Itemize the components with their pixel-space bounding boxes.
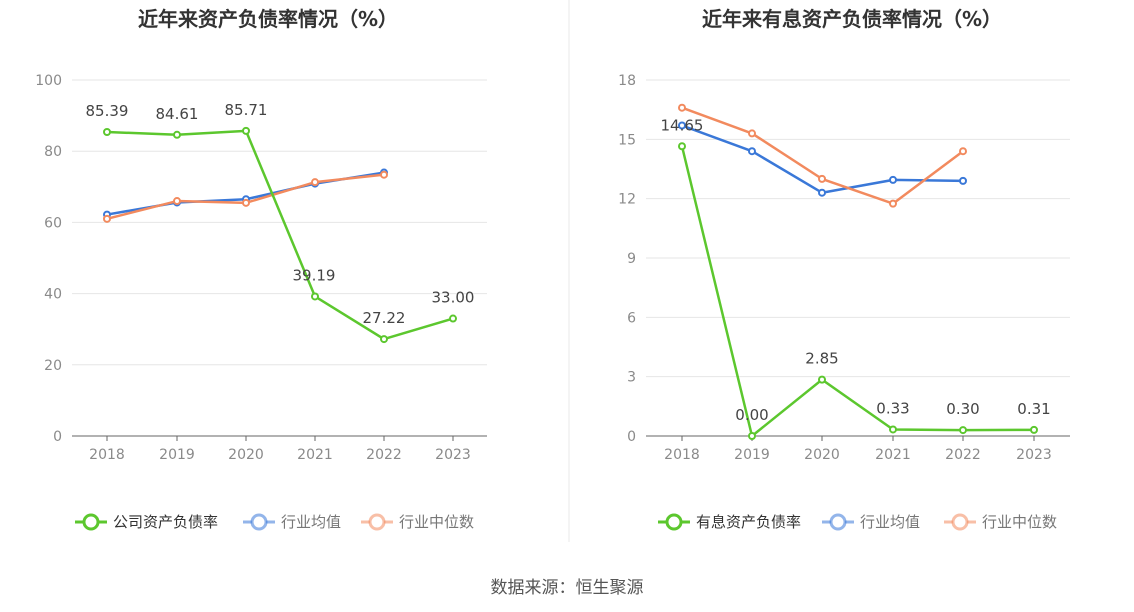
legend-swatch-marker — [368, 513, 386, 531]
y-tick-label: 6 — [627, 310, 636, 326]
x-tick-label: 2023 — [1016, 447, 1052, 463]
legend-swatch-marker — [82, 513, 100, 531]
data-point — [380, 170, 388, 179]
legend-item[interactable]: 行业中位数 — [944, 513, 1057, 531]
data-label: 84.61 — [156, 105, 199, 123]
data-label: 14.65 — [661, 116, 704, 134]
data-label: 2.85 — [805, 350, 838, 368]
data-point — [242, 126, 250, 135]
legend-swatch-marker — [250, 513, 268, 531]
legend-item[interactable]: 有息资产负债率 — [658, 513, 801, 531]
data-point — [678, 103, 686, 112]
data-point — [380, 335, 388, 344]
x-tick-label: 2020 — [228, 447, 264, 463]
legend-label: 行业中位数 — [399, 513, 474, 531]
chart-left: 近年来资产负债率情况（%） 0 20 40 60 80 100 2018 2019 2020 202… — [35, 7, 487, 531]
data-point — [173, 197, 181, 206]
data-label: 85.71 — [225, 101, 268, 119]
data-point — [818, 375, 826, 384]
data-point — [959, 426, 967, 435]
legend-swatch-marker — [665, 513, 683, 531]
x-tick-label: 2018 — [89, 447, 125, 463]
data-label: 0.31 — [1017, 400, 1050, 418]
data-label: 85.39 — [86, 102, 129, 120]
data-point — [818, 174, 826, 183]
x-tick-label: 2018 — [664, 447, 700, 463]
data-point — [889, 175, 897, 184]
data-point — [959, 147, 967, 156]
legend-label: 行业均值 — [281, 513, 341, 531]
legend-item[interactable]: 行业中位数 — [361, 513, 474, 531]
data-point — [889, 199, 897, 208]
x-tick-label: 2023 — [435, 447, 471, 463]
y-tick-label: 12 — [618, 192, 636, 208]
data-point — [173, 130, 181, 139]
data-point — [748, 432, 756, 440]
legend-swatch-marker — [951, 513, 969, 531]
y-tick-label: 100 — [35, 73, 62, 89]
y-tick-label: 3 — [627, 370, 636, 386]
data-point — [1030, 425, 1038, 434]
legend-label: 公司资产负债率 — [113, 513, 218, 531]
data-label: 39.19 — [293, 266, 336, 284]
x-tick-label: 2021 — [875, 447, 911, 463]
data-point — [103, 214, 111, 223]
data-point — [449, 314, 457, 323]
data-point — [818, 188, 826, 197]
data-point — [678, 121, 686, 130]
legend-label: 行业均值 — [860, 513, 920, 531]
y-tick-label: 9 — [627, 251, 636, 267]
data-point — [959, 176, 967, 185]
legend-item[interactable]: 行业均值 — [822, 513, 920, 531]
x-tick-label: 2019 — [734, 447, 770, 463]
data-point — [889, 425, 897, 434]
y-tick-label: 0 — [627, 429, 636, 445]
data-point — [311, 178, 319, 187]
x-tick-label: 2020 — [804, 447, 840, 463]
x-tick-label: 2019 — [159, 447, 195, 463]
y-tick-label: 15 — [618, 132, 636, 148]
data-point — [103, 128, 111, 137]
y-tick-label: 18 — [618, 73, 636, 89]
x-tick-label: 2022 — [366, 447, 402, 463]
legend-swatch-marker — [829, 513, 847, 531]
legend-label: 行业中位数 — [982, 513, 1057, 531]
data-point — [748, 129, 756, 138]
data-point — [748, 147, 756, 156]
y-tick-label: 40 — [44, 287, 62, 303]
y-tick-label: 80 — [44, 144, 62, 160]
y-tick-label: 60 — [44, 215, 62, 231]
data-point — [311, 292, 319, 301]
data-point — [678, 142, 686, 151]
data-label: 0.30 — [946, 400, 979, 418]
legend-item[interactable]: 行业均值 — [243, 513, 341, 531]
y-tick-label: 20 — [44, 358, 62, 374]
data-label: 0.00 — [735, 406, 768, 424]
chart-title: 近年来资产负债率情况（%） — [138, 7, 398, 31]
x-tick-label: 2022 — [945, 447, 981, 463]
y-tick-label: 0 — [53, 429, 62, 445]
legend-item[interactable]: 公司资产负债率 — [75, 513, 218, 531]
series-line — [680, 145, 1035, 438]
legend-label: 有息资产负债率 — [696, 513, 801, 531]
chart-title: 近年来有息资产负债率情况（%） — [702, 7, 1002, 31]
data-label: 27.22 — [363, 309, 406, 327]
x-tick-label: 2021 — [297, 447, 333, 463]
series-line — [106, 129, 454, 341]
chart-right: 近年来有息资产负债率情况（%） 0 3 6 9 12 15 18 2018 2019 2020 202… — [618, 7, 1070, 531]
data-source-label: 数据来源：恒生聚源 — [490, 578, 644, 598]
data-label: 33.00 — [432, 289, 475, 307]
data-label: 0.33 — [876, 399, 909, 417]
data-point — [242, 198, 250, 207]
